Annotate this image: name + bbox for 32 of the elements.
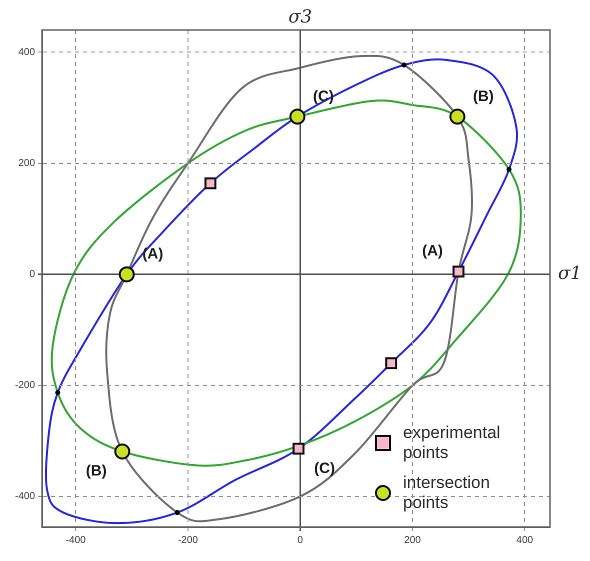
y-tick-label: 200	[18, 158, 36, 170]
x-axis-title: σ1	[558, 263, 582, 284]
x-tick-label: -200	[178, 534, 198, 546]
y-tick-label: 0	[29, 269, 36, 280]
y-tick-label: -200	[15, 380, 36, 392]
y-tick-label: 400	[18, 46, 36, 58]
annotation: (B)	[472, 88, 494, 105]
annotation: (A)	[142, 245, 164, 262]
y-tick-label: -400	[15, 491, 36, 502]
point	[289, 108, 306, 125]
point	[118, 266, 135, 282]
x-tick-label: 0	[297, 534, 304, 546]
point	[506, 166, 512, 172]
y-axis-title: σ3	[288, 6, 312, 28]
x-tick-label: 400	[516, 534, 534, 546]
point	[174, 510, 180, 516]
point	[292, 442, 304, 455]
legend-label: intersection points	[403, 473, 491, 513]
point	[449, 108, 466, 125]
point	[204, 177, 216, 190]
legend-label: experimental points	[403, 423, 502, 463]
point	[452, 266, 464, 278]
annotation: (A)	[422, 242, 443, 260]
point	[402, 62, 407, 68]
point	[385, 357, 398, 370]
annotation: (C)	[312, 88, 334, 105]
annotation: (C)	[314, 460, 335, 477]
point	[55, 390, 60, 396]
point	[114, 443, 130, 460]
x-tick-label: 200	[404, 534, 422, 546]
annotation: (B)	[86, 462, 107, 480]
x-tick-label: -400	[66, 534, 86, 546]
